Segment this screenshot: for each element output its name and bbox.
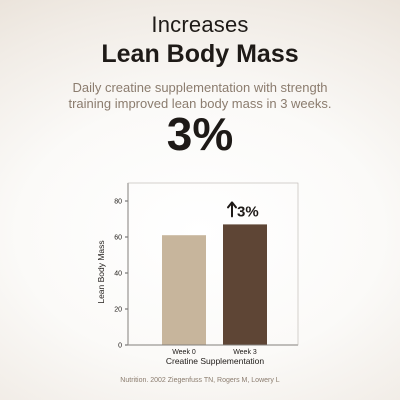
arrow-up-icon (227, 201, 237, 218)
big-stat: 3% (166, 108, 234, 160)
annotation-label: 3% (237, 203, 259, 220)
bar-week-3 (223, 224, 267, 345)
y-axis-label: Lean Body Mass (96, 240, 106, 303)
y-axis-ticks: 0 20 40 60 80 (114, 199, 128, 350)
bars (162, 224, 267, 345)
subtitle-line-2: training improved lean body mass in 3 we… (68, 96, 332, 111)
citation: Nutrition. 2002 Ziegenfuss TN, Rogers M,… (120, 377, 280, 384)
bar-week-0 (162, 235, 206, 345)
y-tick-label: 0 (118, 343, 122, 350)
y-tick-label: 40 (114, 271, 122, 278)
x-axis-label: Creatine Supplementation (166, 356, 265, 366)
x-tick-label: Week 3 (233, 349, 257, 356)
y-tick-label: 20 (114, 307, 122, 314)
y-tick-label: 80 (114, 199, 122, 206)
x-tick-label: Week 0 (172, 349, 196, 356)
plot-frame (127, 182, 299, 346)
kicker-text: Increases (151, 12, 249, 37)
bar-annotation: 3% (227, 201, 259, 220)
y-tick-label: 60 (114, 235, 122, 242)
subtitle: Daily creatine supplementation with stre… (0, 80, 400, 112)
page-title: Lean Body Mass (101, 40, 299, 68)
x-axis-ticks: Week 0 Week 3 (172, 349, 257, 356)
subtitle-line-1: Daily creatine supplementation with stre… (72, 80, 328, 95)
